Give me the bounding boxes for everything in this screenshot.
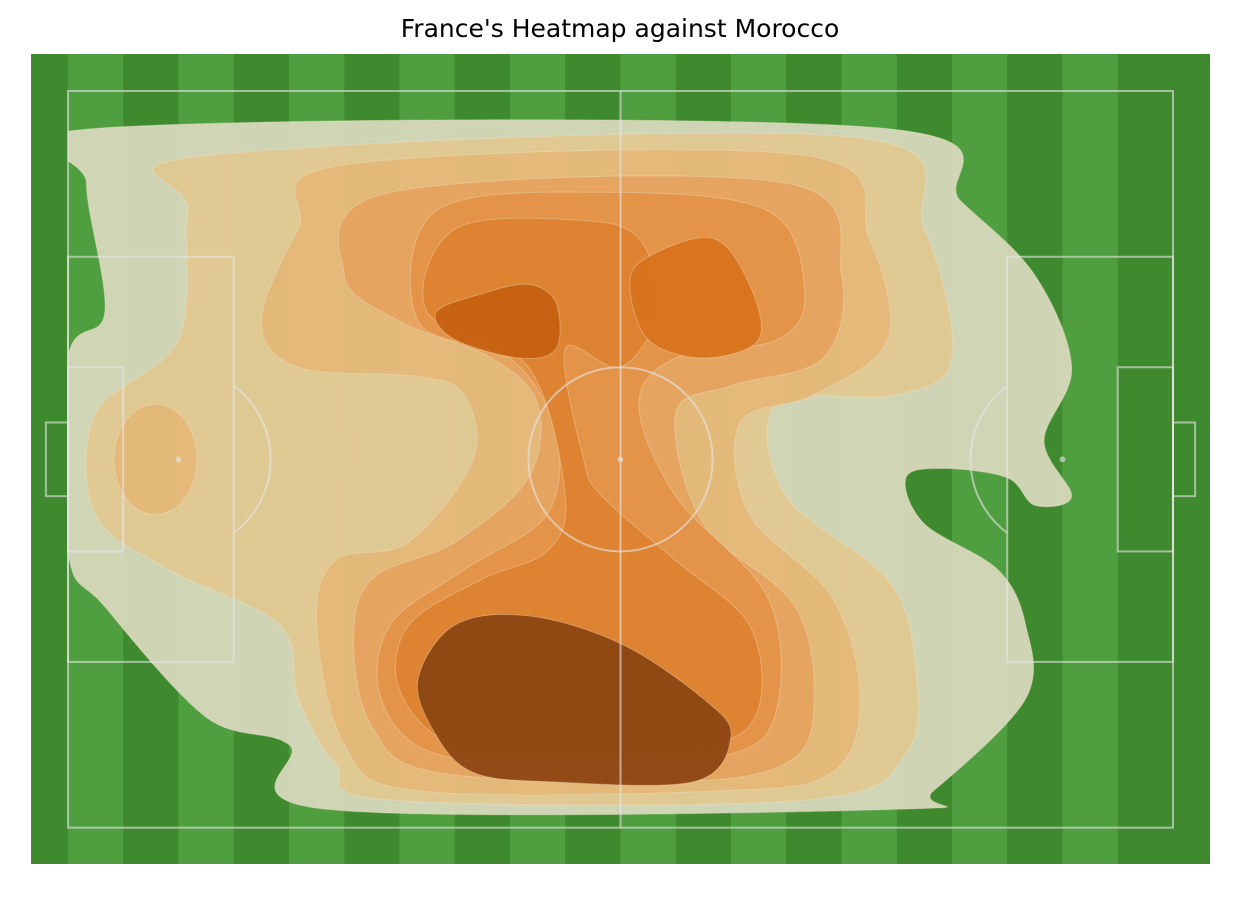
right-penalty-spot — [1059, 456, 1066, 463]
centre-circle — [527, 366, 714, 553]
left-penalty-spot — [175, 456, 182, 463]
left-penalty-arc — [233, 384, 272, 534]
heatmap-contours — [68, 119, 1073, 816]
right-penalty-arc — [969, 384, 1008, 534]
right-goal — [1172, 421, 1197, 498]
heatmap-layer — [68, 119, 1073, 816]
heat-contour-level-7 — [629, 236, 762, 359]
centre-spot — [617, 456, 624, 463]
left-goal — [44, 421, 70, 498]
heat-contour-level-8 — [434, 283, 561, 360]
grass-stripe — [1062, 54, 1119, 864]
pitch-lines — [44, 90, 1197, 829]
heat-blob-level-3 — [113, 403, 198, 516]
grass-stripe — [1117, 54, 1174, 864]
heat-contour-level-9 — [416, 614, 732, 786]
chart-title: France's Heatmap against Morocco — [400, 14, 840, 43]
